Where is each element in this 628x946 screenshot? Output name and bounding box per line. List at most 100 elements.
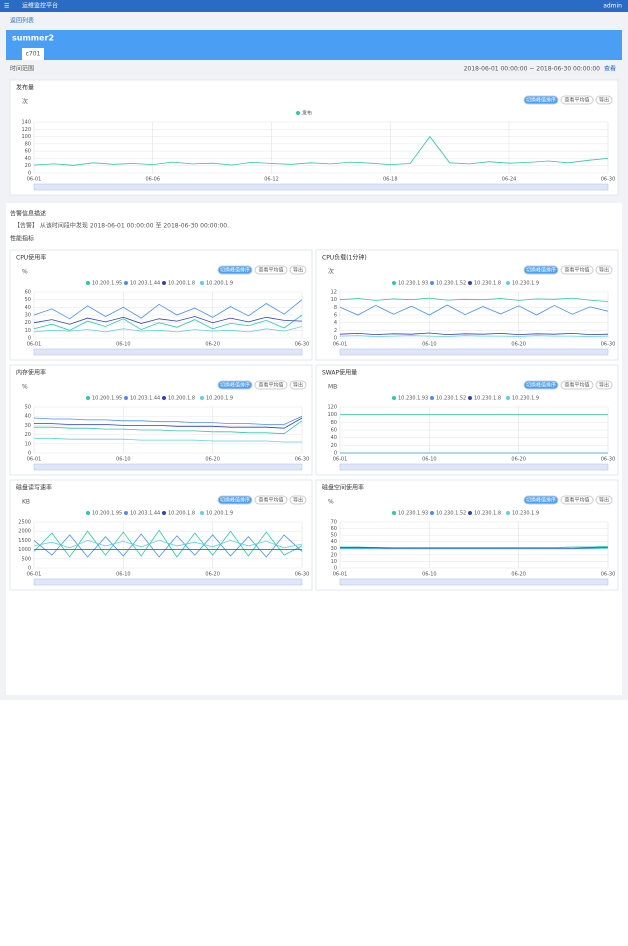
button[interactable]: 查看平均值 [564,382,589,389]
legend-marker[interactable] [86,396,90,400]
zoom-slider[interactable] [33,183,609,191]
legend-label[interactable]: 10.230.1.93 [398,511,428,517]
legend-marker[interactable] [124,396,128,400]
legend-label[interactable]: 10.230.1.9 [512,396,539,402]
button-bg[interactable] [254,380,288,390]
legend-label[interactable]: 10.230.1.8 [474,281,501,287]
legend-label[interactable]: 10.200.1.95 [92,281,122,287]
button-bg[interactable] [523,95,559,105]
user-name[interactable]: admin [603,3,622,10]
legend-marker[interactable] [124,281,128,285]
legend-label[interactable]: 10.230.1.52 [436,511,466,517]
button-bg[interactable] [560,265,594,275]
legend-label[interactable]: 10.203.1.44 [130,396,160,402]
legend-label[interactable]: 发布 [302,110,312,117]
button[interactable]: 切换峰值排序 [220,382,250,389]
button-bg[interactable] [254,265,288,275]
legend-marker[interactable] [468,281,472,285]
time-range[interactable]: 2018-06-01 00:00:00 ~ 2018-06-30 00:00:0… [464,66,600,73]
button-bg[interactable] [595,495,613,505]
legend-label[interactable]: 10.230.1.52 [436,281,466,287]
legend-marker[interactable] [296,111,300,115]
query-button[interactable]: 查看 [604,65,616,73]
legend-marker[interactable] [430,281,434,285]
legend-label[interactable]: 10.200.1.8 [168,281,195,287]
legend-marker[interactable] [162,281,166,285]
button[interactable]: 切换峰值排序 [526,97,556,104]
legend-marker[interactable] [200,511,204,515]
legend-label[interactable]: 10.200.1.95 [92,396,122,402]
legend-label[interactable]: 10.200.1.95 [92,511,122,517]
legend-label[interactable]: 10.230.1.93 [398,396,428,402]
legend-marker[interactable] [392,396,396,400]
button-bg[interactable] [289,495,307,505]
button[interactable]: 切换峰值排序 [526,267,556,274]
legend-label[interactable]: 10.230.1.9 [512,281,539,287]
button-bg[interactable] [254,495,288,505]
button[interactable]: 导出 [293,497,303,504]
legend-marker[interactable] [162,396,166,400]
button[interactable]: 切换峰值排序 [526,497,556,504]
button-bg[interactable] [217,265,253,275]
menu-icon[interactable]: ☰ [4,3,9,10]
legend-marker[interactable] [200,281,204,285]
legend-marker[interactable] [430,511,434,515]
button-bg[interactable] [595,265,613,275]
legend-label[interactable]: 10.230.1.52 [436,396,466,402]
legend-marker[interactable] [506,281,510,285]
button[interactable]: 查看平均值 [258,382,283,389]
legend-label[interactable]: 10.230.1.8 [474,396,501,402]
legend-marker[interactable] [506,396,510,400]
zoom-slider[interactable] [339,463,609,471]
legend-label[interactable]: 10.200.1.9 [206,396,233,402]
button[interactable]: 切换峰值排序 [220,497,250,504]
button[interactable]: 查看平均值 [564,497,589,504]
legend-marker[interactable] [392,511,396,515]
legend-marker[interactable] [124,511,128,515]
zoom-slider[interactable] [33,348,303,356]
button[interactable]: 查看平均值 [564,97,589,104]
legend-marker[interactable] [86,511,90,515]
button-bg[interactable] [560,95,594,105]
button[interactable]: 切换峰值排序 [526,382,556,389]
button-bg[interactable] [523,495,559,505]
legend-label[interactable]: 10.200.1.8 [168,396,195,402]
button-bg[interactable] [217,495,253,505]
zoom-slider[interactable] [339,578,609,586]
legend-marker[interactable] [430,396,434,400]
zoom-slider[interactable] [33,578,303,586]
button-bg[interactable] [560,380,594,390]
legend-label[interactable]: 10.203.1.44 [130,511,160,517]
zoom-slider[interactable] [33,463,303,471]
button[interactable]: 导出 [599,382,609,389]
button-bg[interactable] [560,495,594,505]
button-bg[interactable] [595,380,613,390]
legend-marker[interactable] [200,396,204,400]
legend-label[interactable]: 10.200.1.9 [206,281,233,287]
legend-marker[interactable] [86,281,90,285]
legend-label[interactable]: 10.230.1.8 [474,511,501,517]
legend-label[interactable]: 10.200.1.9 [206,511,233,517]
tab[interactable]: c701 [26,51,41,58]
legend-marker[interactable] [506,511,510,515]
button[interactable]: 查看平均值 [258,497,283,504]
back-link[interactable]: 返回列表 [10,17,34,25]
button[interactable]: 查看平均值 [258,267,283,274]
button-bg[interactable] [289,265,307,275]
button[interactable]: 导出 [599,497,609,504]
button[interactable]: 导出 [293,267,303,274]
button-bg[interactable] [289,380,307,390]
button-bg[interactable] [523,265,559,275]
button-bg[interactable] [523,380,559,390]
legend-label[interactable]: 10.203.1.44 [130,281,160,287]
button[interactable]: 查看平均值 [564,267,589,274]
zoom-slider[interactable] [339,348,609,356]
legend-marker[interactable] [468,511,472,515]
legend-label[interactable]: 10.200.1.8 [168,511,195,517]
button-bg[interactable] [217,380,253,390]
button[interactable]: 切换峰值排序 [220,267,250,274]
legend-marker[interactable] [392,281,396,285]
legend-label[interactable]: 10.230.1.9 [512,511,539,517]
legend-marker[interactable] [162,511,166,515]
button[interactable]: 导出 [599,97,609,104]
